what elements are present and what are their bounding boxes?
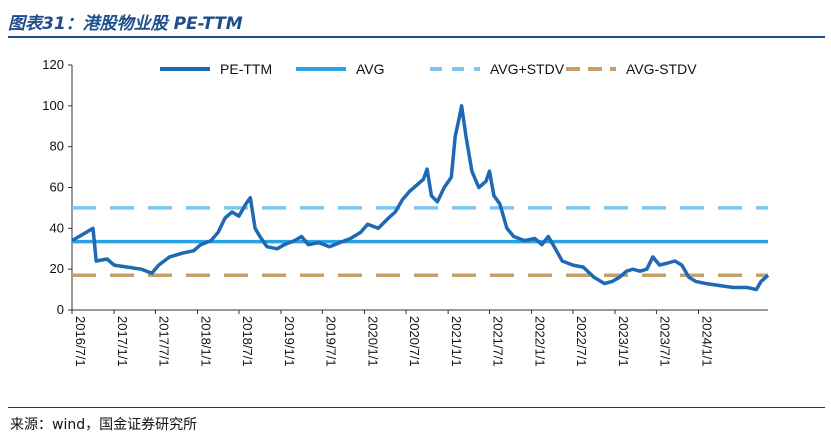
y-tick-label: 20 (50, 261, 64, 276)
x-tick-label: 2022/7/1 (574, 316, 589, 367)
x-tick-label: 2022/1/1 (533, 316, 548, 367)
x-tick-label: 2018/1/1 (199, 316, 214, 367)
x-tick-label: 2019/7/1 (323, 316, 338, 367)
x-tick-label: 2017/7/1 (156, 316, 171, 367)
x-tick-label: 2016/7/1 (73, 316, 88, 367)
x-tick-label: 2021/1/1 (449, 316, 464, 367)
x-tick-label: 2020/7/1 (407, 316, 422, 367)
pe-ttm-chart: 0 20 40 60 80 100 120 2016/7/1 2017/1/1 2017/7/1 2… (42, 57, 770, 367)
y-tick-label: 60 (50, 180, 64, 195)
x-tick-label: 2020/1/1 (365, 316, 380, 367)
x-tick-label: 2018/7/1 (240, 316, 255, 367)
chart-header: 图表31：港股物业股 PE-TTM (8, 6, 825, 38)
x-tick-label: 2023/1/1 (616, 316, 631, 367)
y-tick-label: 100 (42, 98, 64, 113)
x-tick-label: 2024/1/1 (699, 316, 714, 367)
x-tick-label: 2017/1/1 (115, 316, 130, 367)
y-tick-label: 80 (50, 139, 64, 154)
source-note: 来源：wind，国金证券研究所 (10, 417, 198, 433)
x-tick-label: 2019/1/1 (282, 316, 297, 367)
chart-title: 图表31：港股物业股 PE-TTM (8, 14, 243, 34)
y-tick-label: 40 (50, 220, 64, 235)
series-line-pe-ttm (71, 104, 770, 292)
x-tick-label: 2023/7/1 (657, 316, 672, 367)
x-tick-label: 2021/7/1 (491, 316, 506, 367)
legend-label-avg-stdv: AVG+STDV (490, 61, 565, 77)
y-tick-label: 120 (42, 57, 64, 72)
chart-footer: 来源：wind，国金证券研究所 (8, 407, 825, 438)
legend-label-pe-ttm: PE-TTM (220, 61, 272, 77)
y-tick-label: 0 (57, 302, 64, 317)
legend-label-avg-stdv: AVG-STDV (626, 61, 697, 77)
legend-label-avg: AVG (356, 61, 385, 77)
